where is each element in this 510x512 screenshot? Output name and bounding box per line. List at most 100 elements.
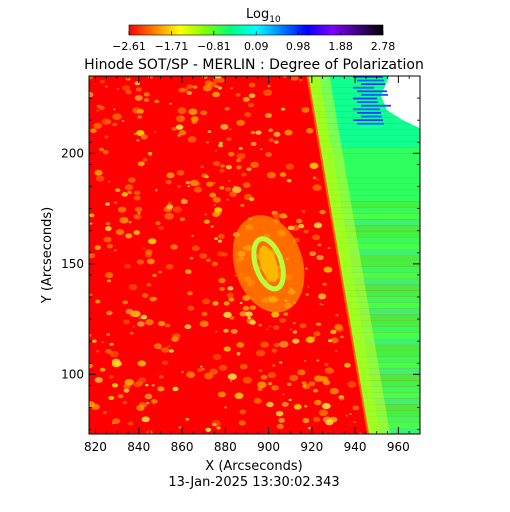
speckle [322,282,327,286]
speckle [89,401,96,408]
limb-band [320,153,334,160]
speckle [89,76,93,80]
speckle [189,256,194,260]
speckle [121,192,128,197]
speckle [128,177,136,183]
off-limb-strip [322,165,420,172]
x-axis: 820 840 860 880 900 920 940 960 [84,76,410,454]
speckle [265,328,269,331]
speckle [228,151,235,157]
speckle [304,405,308,408]
off-limb-strip [315,123,420,130]
speckle [316,179,320,181]
speckle [334,350,338,353]
speckle [226,198,230,201]
limb-band-outer [351,266,363,273]
speckle [200,165,205,169]
speckle [309,162,319,169]
speckle [212,196,221,203]
y-tick-label: 150 [61,257,84,271]
speckle [96,350,100,353]
speckle [132,107,142,114]
limb-band [332,225,346,232]
off-limb-strip [328,201,420,208]
speckle [323,266,333,273]
speckle [268,138,275,143]
speckle [227,286,234,291]
gap-fringe-line [353,86,375,89]
speckle [104,119,112,125]
speckle [272,325,280,330]
speckle [215,330,218,333]
speckle [200,365,203,368]
speckle [184,324,192,330]
speckle [319,303,322,305]
speckle [223,346,231,352]
speckle [308,381,316,387]
limb-band-outer [367,362,379,369]
speckle [95,299,101,304]
limb-band [326,189,340,196]
speckle [299,323,307,329]
speckle [227,373,237,380]
speckle [218,78,225,83]
speckle [248,82,256,88]
limb-band-outer [344,225,356,232]
speckle [197,368,202,372]
speckle [165,323,171,328]
speckle [188,108,198,115]
speckle [228,297,235,302]
x-tick-label: 840 [127,440,150,454]
speckle [99,79,105,84]
speckle [94,376,103,383]
limb-band [344,296,358,303]
limb-band [339,266,353,273]
speckle [246,167,252,172]
speckle [214,76,222,79]
limb-band-outer [345,231,357,238]
speckle [112,113,122,120]
limb-band [327,195,341,202]
limb-band-outer [342,213,354,220]
speckle [313,331,321,337]
speckle [241,172,247,177]
limb-band [366,422,380,429]
speckle [276,423,284,429]
speckle [257,381,267,389]
limb-band [362,398,376,405]
speckle [312,336,316,339]
timestamp: 13-Jan-2025 13:30:02.343 [168,475,339,490]
speckle [152,273,157,278]
speckle [281,401,289,407]
speckle [329,387,339,395]
speckle [345,414,349,417]
speckle [271,348,278,353]
speckle [190,116,199,122]
limb-band [367,428,381,434]
speckle [313,375,323,382]
limb-band-outer [350,260,362,267]
gap-fringe-line [361,115,383,118]
colorbar-tick-label: 1.88 [328,40,353,53]
limb-band-outer [353,278,365,285]
speckle [213,204,216,207]
speckle [134,95,143,101]
limb-band-outer [379,428,391,434]
speckle [142,247,146,250]
sunspot-ring [251,236,286,292]
x-tick-label: 900 [257,440,280,454]
limb-band-outer [368,368,380,375]
speckle [212,301,219,306]
speckle [175,124,184,130]
speckle [326,368,329,370]
speckle [161,347,170,353]
speckle [205,427,212,432]
speckle [258,323,262,327]
colorbar-ticks: −2.61 −1.71 −0.81 0.09 0.98 1.88 2.78 [112,31,395,53]
speckle [115,361,123,367]
speckle [95,175,105,182]
speckle [279,213,287,219]
speckle [239,301,243,304]
speckle [133,195,141,201]
limb-band-outer [319,76,331,82]
